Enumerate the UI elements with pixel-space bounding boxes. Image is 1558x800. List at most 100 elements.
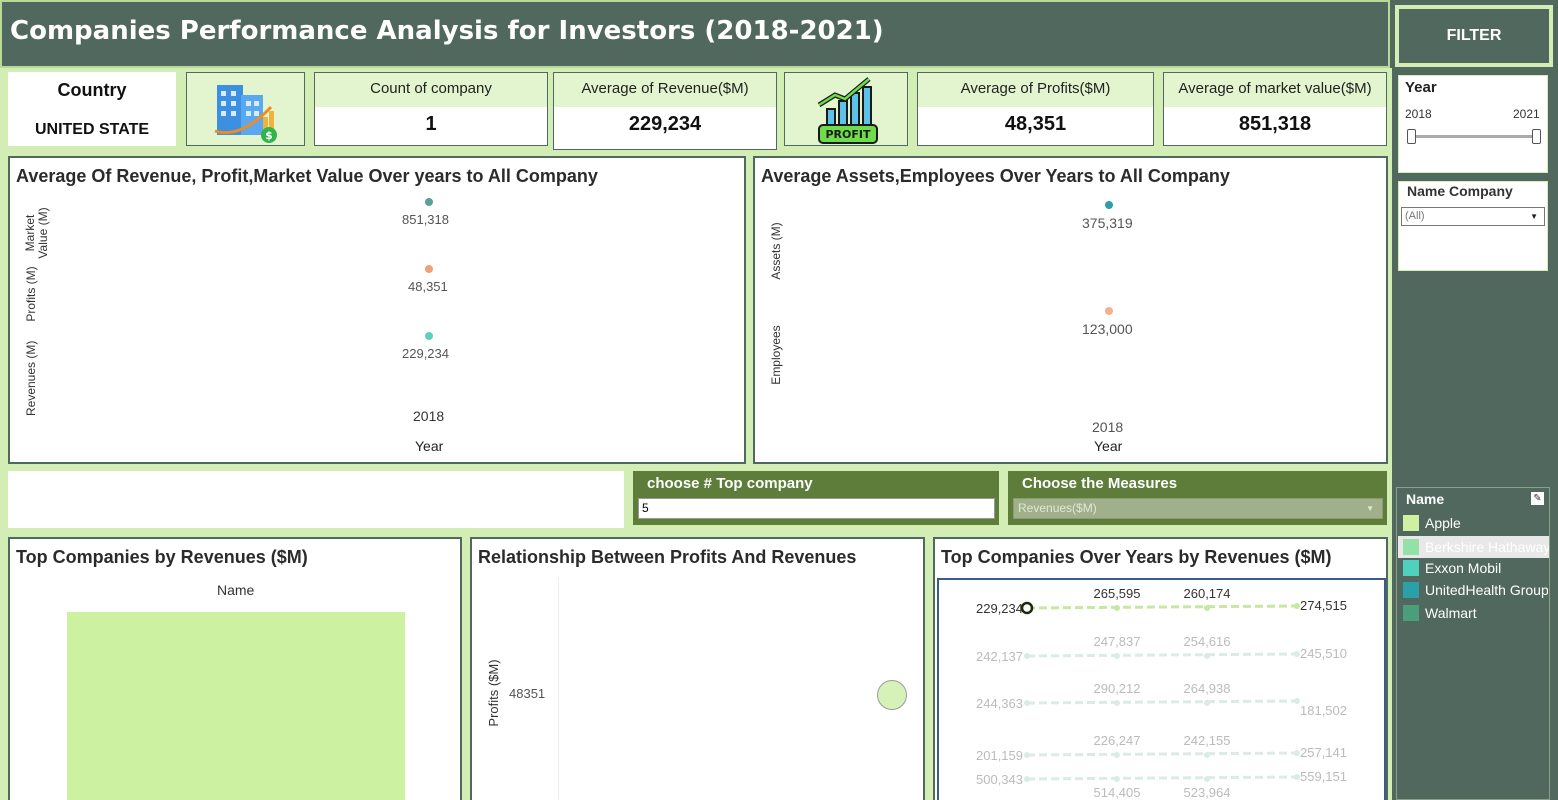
kpi-label: Count of company	[315, 73, 547, 107]
data-point-market-value[interactable]	[425, 198, 433, 206]
series-line	[1026, 604, 1298, 610]
axis-label-revenues: Revenues (M)	[24, 340, 38, 416]
series-point	[1114, 752, 1120, 758]
year-slider-min-handle[interactable]	[1407, 129, 1416, 144]
title-bar: Companies Performance Analysis for Inves…	[0, 0, 1390, 68]
chart-top-companies-over-years: Top Companies Over Years by Revenues ($M…	[933, 537, 1388, 800]
chart-revenue-profit-market: Average Of Revenue, Profit,Market Value …	[8, 156, 746, 464]
data-label: 260,174	[1184, 586, 1231, 601]
param-label: choose # Top company	[647, 475, 813, 492]
selected-point	[1020, 601, 1034, 615]
axis-label-assets: Assets (M)	[769, 222, 783, 280]
series-point	[1294, 774, 1300, 780]
data-label: 181,502	[1300, 703, 1347, 718]
series-point	[1204, 605, 1210, 611]
series-point	[1294, 698, 1300, 704]
profit-text: PROFIT	[826, 128, 871, 141]
data-label: 257,141	[1300, 745, 1347, 760]
data-label: 514,405	[1094, 785, 1141, 800]
axis-label-market-value: Market Value (M)	[23, 207, 50, 259]
filter-button[interactable]: FILTER	[1395, 5, 1553, 67]
year-max: 2021	[1513, 107, 1540, 121]
data-label: 559,151	[1300, 769, 1347, 784]
legend-swatch	[1403, 605, 1419, 621]
chart-title: Average Of Revenue, Profit,Market Value …	[16, 166, 598, 186]
data-label: 254,616	[1184, 634, 1231, 649]
legend-item-walmart[interactable]: Walmart	[1403, 605, 1548, 625]
data-label: 242,155	[1184, 733, 1231, 748]
y-axis-label: Profits ($M)	[486, 659, 501, 727]
data-label: 290,212	[1094, 681, 1141, 696]
kpi-label: Average of Revenue($M)	[554, 73, 776, 107]
year-min: 2018	[1405, 107, 1432, 121]
profit-chart-icon: PROFIT	[817, 77, 878, 144]
company-dropdown[interactable]: (All) ▼	[1401, 207, 1545, 226]
series-point	[1114, 700, 1120, 706]
data-point-profits[interactable]	[425, 265, 433, 273]
series-point	[1114, 605, 1120, 611]
kpi-label: Average of Profits($M)	[918, 73, 1153, 107]
edit-icon[interactable]: ✎	[1531, 492, 1544, 505]
chart-profit-revenue-relationship: Relationship Between Profits And Revenue…	[470, 537, 925, 800]
legend-swatch	[1403, 560, 1419, 576]
series-point	[1204, 700, 1210, 706]
series-point	[1294, 651, 1300, 657]
top-company-input[interactable]: 5	[638, 498, 995, 519]
country-label: Country	[57, 80, 127, 100]
legend-label: Exxon Mobil	[1425, 560, 1502, 576]
year-filter-label: Year	[1405, 79, 1437, 96]
data-point-assets[interactable]	[1105, 201, 1113, 209]
data-label: 265,595	[1094, 586, 1141, 601]
legend-title: Name	[1406, 491, 1445, 507]
data-label: 201,159	[976, 748, 1023, 763]
year-slider-max-handle[interactable]	[1532, 129, 1541, 144]
chart-title: Top Companies by Revenues ($M)	[16, 547, 308, 567]
legend-label: UnitedHealth Group	[1425, 582, 1548, 598]
line-chart-svg: 229,234 265,595 260,174 274,515 242,137 247,8…	[976, 586, 1347, 800]
svg-text:$: $	[265, 129, 273, 142]
measure-select-value: Revenues($M)	[1018, 501, 1097, 515]
legend-item-unitedhealth[interactable]: UnitedHealth Group	[1403, 582, 1548, 602]
chart-selection-frame	[937, 578, 1386, 800]
kpi-label: Average of market value($M)	[1164, 73, 1386, 107]
legend-item-berkshire[interactable]: Berkshire Hathaway	[1398, 536, 1549, 558]
series-point	[1024, 653, 1030, 659]
chevron-down-icon: ▼	[1530, 212, 1538, 221]
kpi-value: 48,351	[1004, 113, 1067, 135]
scatter-point-apple[interactable]	[877, 680, 907, 710]
axis-label-employees: Employees	[769, 325, 783, 385]
data-label: 247,837	[1094, 634, 1141, 649]
kpi-value: 851,318	[1238, 113, 1312, 135]
buildings-icon-card: $	[186, 72, 305, 146]
legend-label: Apple	[1425, 515, 1461, 531]
year-filter: Year 2018 2021	[1398, 75, 1548, 173]
legend-item-exxon[interactable]: Exxon Mobil	[1403, 560, 1548, 580]
measure-select[interactable]: Revenues($M) ▼	[1013, 498, 1383, 519]
series-point	[1204, 653, 1210, 659]
data-label: 245,510	[1300, 646, 1347, 661]
bar-apple[interactable]	[67, 612, 405, 800]
series-point	[1024, 752, 1030, 758]
legend-label: Berkshire Hathaway	[1425, 539, 1549, 555]
company-filter: Name Company (All) ▼	[1398, 181, 1548, 271]
series-point	[1294, 750, 1300, 756]
series-point	[1024, 700, 1030, 706]
y-axis-line	[558, 577, 559, 800]
data-point-employees[interactable]	[1105, 307, 1113, 315]
legend-swatch	[1403, 539, 1419, 555]
kpi-count-company: Count of company 1	[314, 72, 548, 146]
data-label: 242,137	[976, 649, 1023, 664]
kpi-average-profits: Average of Profits($M) 48,351	[917, 72, 1154, 146]
legend-swatch	[1403, 582, 1419, 598]
year-slider-track	[1409, 135, 1539, 138]
legend-item-apple[interactable]: Apple	[1403, 515, 1548, 535]
series-line	[1026, 652, 1298, 658]
data-point-revenues[interactable]	[425, 332, 433, 340]
company-filter-label: Name Company	[1407, 183, 1513, 199]
series-point	[1204, 776, 1210, 782]
chart-title: Relationship Between Profits And Revenue…	[478, 547, 857, 567]
series-line	[1026, 775, 1298, 781]
legend-panel: Name ✎ Apple Berkshire Hathaway Exxon Mo…	[1396, 487, 1550, 800]
data-label: 226,247	[1094, 733, 1141, 748]
data-label-profits: 48,351	[408, 279, 448, 294]
